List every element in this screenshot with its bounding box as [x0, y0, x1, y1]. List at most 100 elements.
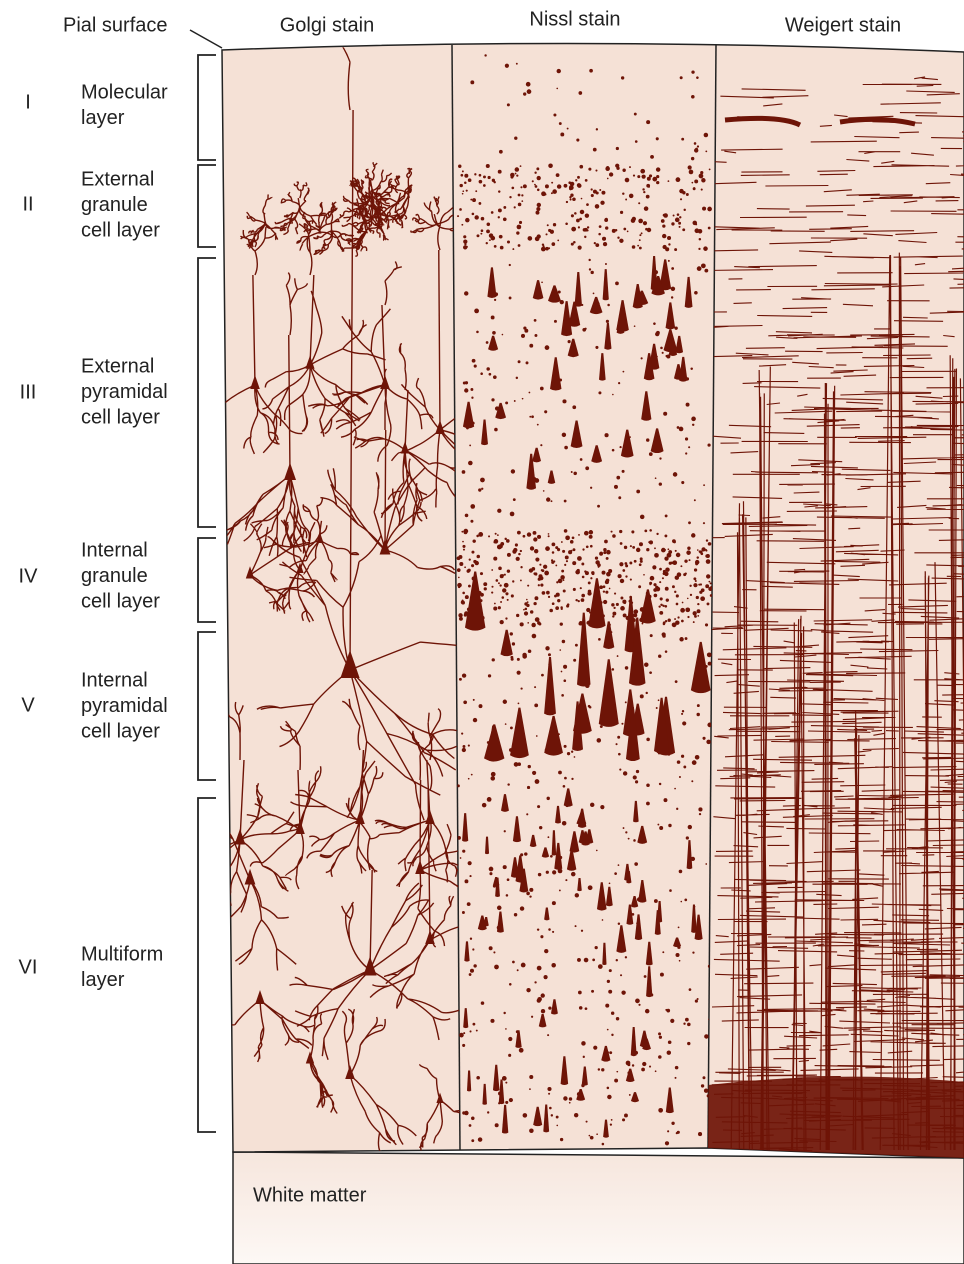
nissl-dot [693, 222, 696, 225]
nissl-dot [532, 180, 534, 182]
nissl-dot [464, 1111, 468, 1115]
nissl-dot [526, 892, 530, 896]
layer-name: Molecular [81, 81, 168, 103]
nissl-dot [492, 658, 495, 661]
nissl-dot [639, 239, 641, 241]
nissl-dot [593, 148, 597, 152]
nissl-dot [462, 592, 465, 595]
nissl-dot [675, 1077, 677, 1079]
nissl-dot [650, 155, 654, 159]
nissl-dot [503, 206, 506, 209]
nissl-dot [461, 174, 464, 177]
nissl-dot [565, 536, 570, 541]
nissl-dot [698, 229, 703, 234]
nissl-dot [558, 771, 562, 775]
nissl-dot [552, 870, 556, 874]
nissl-dot [625, 575, 627, 577]
nissl-dot [471, 564, 474, 567]
nissl-dot [504, 830, 506, 832]
nissl-dot [572, 548, 575, 551]
nissl-dot [520, 550, 522, 552]
nissl-dot [592, 959, 595, 962]
nissl-dot [560, 623, 563, 626]
nissl-dot [583, 228, 586, 231]
nissl-dot [464, 388, 468, 392]
nissl-dot [686, 550, 691, 555]
nissl-dot [503, 217, 507, 221]
nissl-dot [634, 862, 638, 866]
nissl-dot [462, 545, 465, 548]
nissl-dot [662, 352, 664, 354]
nissl-dot [605, 433, 609, 437]
nissl-dot [462, 170, 464, 172]
nissl-dot [480, 478, 485, 483]
nissl-dot [701, 552, 704, 555]
nissl-dot [495, 1123, 499, 1127]
nissl-dot [707, 602, 710, 605]
layer-name: pyramidal [81, 381, 168, 403]
nissl-dot [511, 187, 514, 190]
nissl-dot [589, 1135, 591, 1137]
nissl-dot [580, 458, 583, 461]
nissl-dot [578, 600, 580, 602]
nissl-dot [696, 713, 699, 716]
nissl-dot [593, 1046, 597, 1050]
nissl-dot [468, 744, 470, 746]
nissl-dot [543, 565, 547, 569]
nissl-dot [589, 706, 592, 709]
nissl-dot [668, 180, 670, 182]
nissl-dot [507, 553, 511, 557]
nissl-dot [574, 756, 576, 758]
nissl-dot [503, 700, 507, 704]
nissl-dot [489, 867, 494, 872]
nissl-dot [541, 1009, 545, 1013]
nissl-dot [675, 680, 678, 683]
nissl-dot [474, 215, 478, 219]
nissl-dot [603, 585, 606, 588]
nissl-dot [469, 559, 471, 561]
nissl-dot [593, 293, 595, 295]
nissl-dot [561, 671, 563, 673]
nissl-dot [578, 991, 582, 995]
nissl-dot [470, 504, 475, 509]
nissl-dot [516, 557, 520, 561]
nissl-dot [607, 980, 610, 983]
nissl-dot [599, 189, 601, 191]
nissl-dot [675, 1066, 679, 1070]
nissl-dot [695, 560, 699, 564]
nissl-dot [699, 238, 701, 240]
nissl-dot [571, 751, 573, 753]
nissl-dot [504, 583, 509, 588]
nissl-dot [597, 563, 601, 567]
nissl-dot [545, 345, 550, 350]
layer-name: External [81, 168, 154, 190]
nissl-dot [611, 1011, 614, 1014]
nissl-dot [609, 882, 611, 884]
nissl-dot [685, 437, 688, 440]
nissl-dot [568, 340, 571, 343]
nissl-dot [502, 588, 506, 592]
nissl-dot [680, 76, 683, 79]
nissl-dot [633, 775, 637, 779]
nissl-dot [536, 167, 539, 170]
nissl-dot [620, 974, 622, 976]
column-header: Golgi stain [280, 14, 375, 36]
nissl-dot [548, 247, 550, 249]
nissl-dot [593, 190, 597, 194]
nissl-dot [656, 175, 659, 178]
layer-name: Internal [81, 669, 148, 691]
nissl-dot [570, 198, 572, 200]
nissl-dot [553, 223, 556, 226]
nissl-dot [667, 1051, 671, 1055]
nissl-dot [543, 490, 545, 492]
nissl-dot [615, 282, 619, 286]
nissl-dot [679, 870, 683, 874]
nissl-dot [507, 878, 510, 881]
nissl-dot [545, 546, 550, 551]
nissl-dot [616, 147, 619, 150]
nissl-dot [489, 946, 493, 950]
nissl-dot [577, 556, 582, 561]
nissl-dot [577, 176, 580, 179]
nissl-dot [536, 735, 538, 737]
nissl-dot [555, 546, 558, 549]
